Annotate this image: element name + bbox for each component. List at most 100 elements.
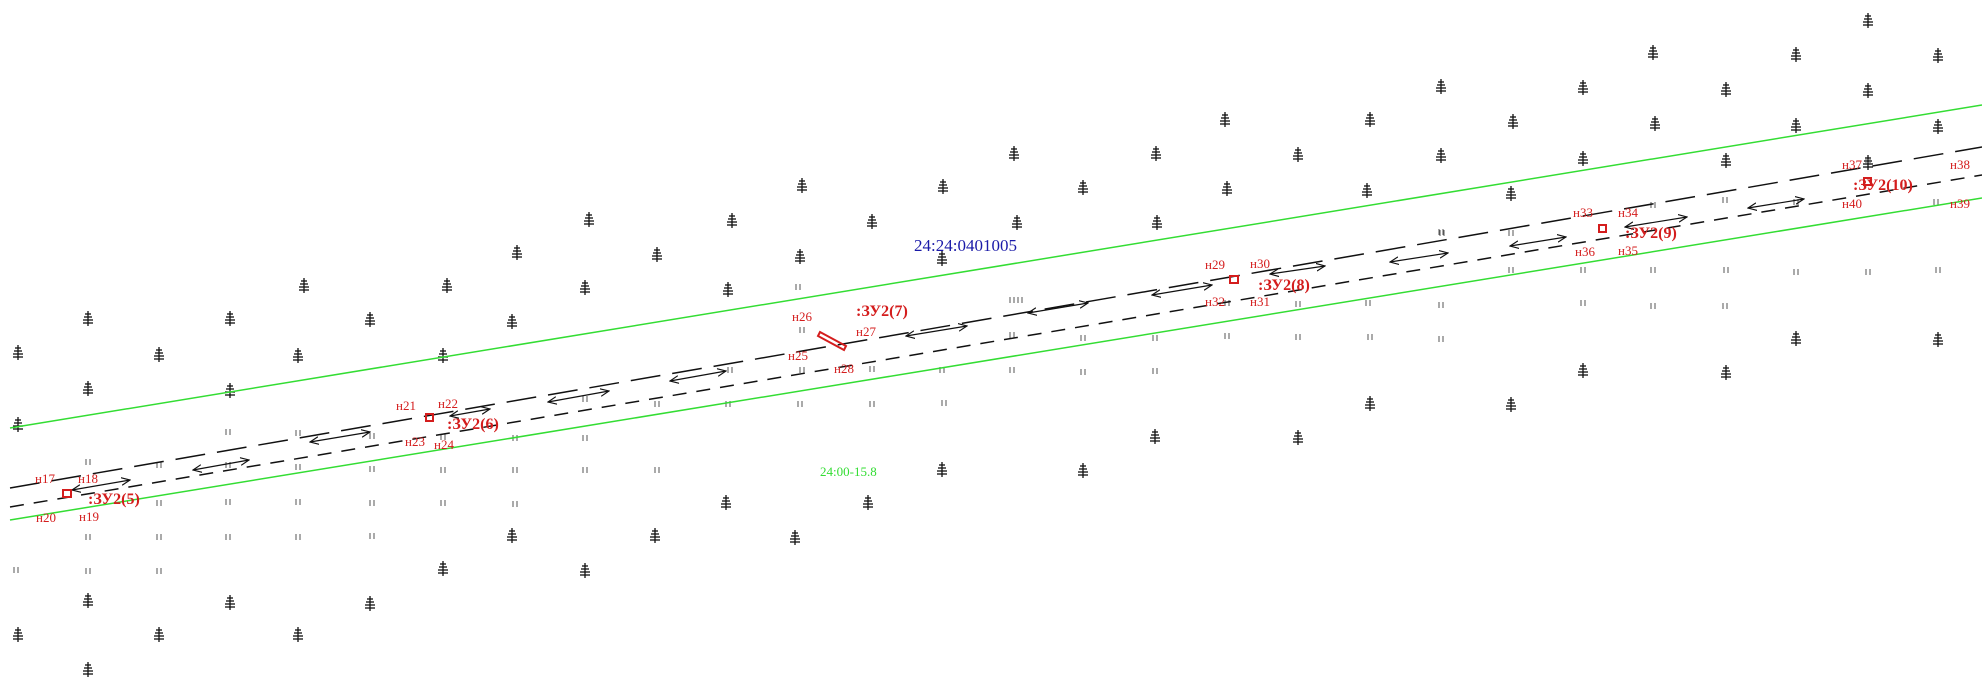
- grass-symbol: [1367, 333, 1373, 341]
- point-label: н36: [1575, 244, 1595, 259]
- two-way-arrows: [72, 199, 1804, 490]
- two-way-arrow: [906, 326, 967, 336]
- zone-label: 24:00-15.8: [820, 464, 877, 479]
- point-label: н22: [438, 396, 458, 411]
- parcel-label-zu10: :ЗУ2(10): [1853, 177, 1913, 194]
- tree-symbol: [224, 382, 236, 399]
- tree-symbol: [1720, 152, 1732, 169]
- parcel-label-zu5: :ЗУ2(5): [88, 491, 140, 508]
- point-label: н38: [1950, 157, 1970, 172]
- tree-symbol: [1577, 79, 1589, 96]
- grass-symbol: [369, 499, 375, 507]
- tree-symbol: [1077, 179, 1089, 196]
- grass-symbol: [369, 465, 375, 473]
- long-dash-line: [9, 146, 1982, 489]
- tree-symbol: [12, 416, 24, 433]
- grass-symbol: [225, 533, 231, 541]
- cadastral-quarter-label: 24:24:0401005: [914, 236, 1017, 255]
- point-label: н25: [788, 348, 808, 363]
- tree-symbol: [224, 594, 236, 611]
- two-way-arrow: [1510, 237, 1566, 246]
- tree-symbol: [651, 246, 663, 263]
- grass-symbol: [295, 533, 301, 541]
- tree-symbol: [82, 380, 94, 397]
- point-label: н30: [1250, 256, 1270, 271]
- grass-symbol: [369, 432, 375, 440]
- tree-symbol: [1008, 145, 1020, 162]
- grass-symbol: [1865, 268, 1871, 276]
- grass-symbol: [1017, 296, 1023, 304]
- two-way-arrow: [1625, 217, 1687, 227]
- point-label: н37: [1842, 157, 1862, 172]
- point-label: н40: [1842, 196, 1862, 211]
- grass-symbol: [85, 458, 91, 466]
- grass-symbol: [1009, 296, 1015, 304]
- grass-symbol: [1438, 335, 1444, 343]
- grass-symbol: [440, 499, 446, 507]
- tree-symbol: [579, 562, 591, 579]
- tree-symbol: [862, 494, 874, 511]
- tree-symbol: [1219, 111, 1231, 128]
- tree-symbol: [224, 310, 236, 327]
- grass-symbol: [582, 466, 588, 474]
- grass-symbol: [799, 366, 805, 374]
- grass-symbol: [1722, 302, 1728, 310]
- parcel-marker-zu5: [62, 489, 72, 498]
- point-label: н27: [856, 324, 876, 339]
- two-way-arrow: [1028, 303, 1088, 313]
- two-way-arrow: [1390, 253, 1448, 262]
- tree-symbol: [796, 177, 808, 194]
- tree-symbol: [726, 212, 738, 229]
- grass-symbol: [1793, 268, 1799, 276]
- grass-symbol: [156, 567, 162, 575]
- grass-symbol: [512, 500, 518, 508]
- grass-symbol: [1224, 332, 1230, 340]
- tree-symbol: [1221, 180, 1233, 197]
- tree-symbol: [441, 277, 453, 294]
- grass-symbol: [869, 400, 875, 408]
- grass-symbol: [225, 428, 231, 436]
- parcel-label-zu9: :ЗУ2(9): [1625, 225, 1677, 242]
- two-way-arrow: [548, 391, 609, 402]
- grass-symbol: [654, 400, 660, 408]
- tree-symbol: [1505, 396, 1517, 413]
- two-way-arrow: [1270, 266, 1325, 274]
- grass-symbol: [295, 498, 301, 506]
- tree-symbol: [82, 310, 94, 327]
- point-label: н21: [396, 398, 416, 413]
- grass-symbol: [1933, 198, 1939, 206]
- grass-symbol: [512, 466, 518, 474]
- grass-symbol: [1580, 266, 1586, 274]
- tree-symbol: [866, 213, 878, 230]
- two-way-arrow: [670, 371, 726, 381]
- tree-symbol: [1720, 81, 1732, 98]
- point-label: н19: [79, 509, 99, 524]
- point-label: н28: [834, 361, 854, 376]
- tree-symbol: [936, 461, 948, 478]
- grass-symbol: [795, 283, 801, 291]
- grass-symbol: [1650, 302, 1656, 310]
- zone-boundary-lower: [9, 197, 1982, 521]
- tree-symbol: [1150, 145, 1162, 162]
- tree-symbol: [1149, 428, 1161, 445]
- tree-symbol: [153, 626, 165, 643]
- tree-symbol: [722, 281, 734, 298]
- tree-symbol: [1932, 118, 1944, 135]
- grass-symbol: [1438, 301, 1444, 309]
- grass-symbol: [727, 366, 733, 374]
- grass-symbol: [1009, 331, 1015, 339]
- tree-symbol: [511, 244, 523, 261]
- two-way-arrow: [1748, 199, 1804, 208]
- tree-symbol: [1577, 362, 1589, 379]
- tree-symbol: [298, 277, 310, 294]
- grass-symbol: [1152, 334, 1158, 342]
- tree-symbol: [292, 626, 304, 643]
- tree-symbol: [1862, 12, 1874, 29]
- tree-symbol: [1932, 331, 1944, 348]
- tree-symbol: [1292, 146, 1304, 163]
- tree-symbol: [1364, 395, 1376, 412]
- tree-symbol: [1932, 47, 1944, 64]
- grass-symbols: [13, 158, 1941, 575]
- tree-symbol: [1505, 185, 1517, 202]
- tree-symbol: [292, 347, 304, 364]
